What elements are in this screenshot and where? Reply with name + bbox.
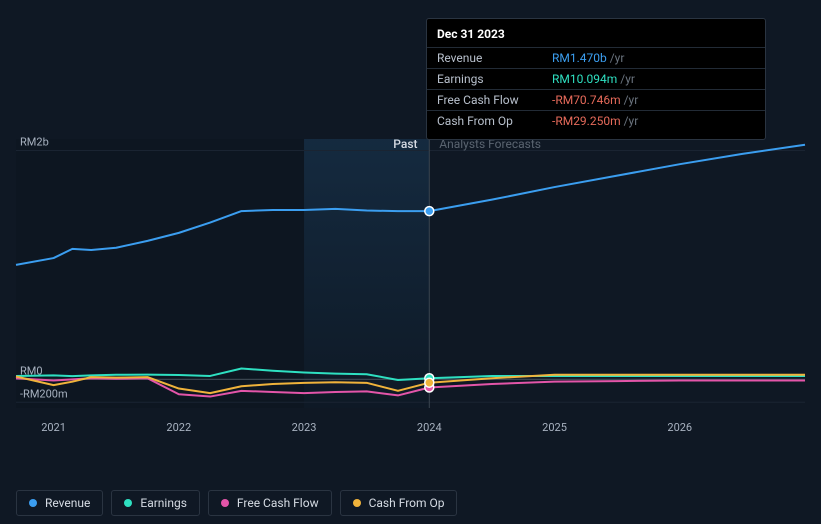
- x-tick-label: 2021: [41, 421, 66, 434]
- tooltip-unit: /yr: [620, 72, 635, 86]
- legend-dot-icon: [124, 499, 132, 507]
- x-tick-label: 2025: [542, 421, 567, 434]
- tooltip-key: Revenue: [427, 48, 542, 69]
- legend-item-fcf[interactable]: Free Cash Flow: [208, 490, 332, 516]
- data-tooltip: Dec 31 2023 Revenue RM1.470b /yrEarnings…: [426, 18, 766, 140]
- tooltip-unit: /yr: [624, 114, 639, 128]
- legend-item-cfo[interactable]: Cash From Op: [340, 490, 458, 516]
- tooltip-value: RM10.094m /yr: [542, 69, 765, 90]
- tooltip-value: -RM70.746m /yr: [542, 90, 765, 111]
- chart-svg: [16, 131, 805, 416]
- legend-label: Cash From Op: [369, 496, 445, 510]
- legend-item-revenue[interactable]: Revenue: [16, 490, 103, 516]
- past-section-label: Past: [393, 137, 417, 151]
- y-tick-label: -RM200m: [20, 388, 68, 401]
- x-tick-label: 2024: [417, 421, 442, 434]
- tooltip-value: -RM29.250m /yr: [542, 111, 765, 132]
- legend-item-earnings[interactable]: Earnings: [111, 490, 200, 516]
- tooltip-row: Earnings RM10.094m /yr: [427, 69, 765, 90]
- legend-label: Free Cash Flow: [237, 496, 319, 510]
- tooltip-table: Revenue RM1.470b /yrEarnings RM10.094m /…: [427, 47, 765, 131]
- tooltip-unit: /yr: [624, 93, 639, 107]
- y-tick-label: RM2b: [20, 136, 49, 149]
- legend-label: Earnings: [140, 496, 187, 510]
- legend-dot-icon: [29, 499, 37, 507]
- plot-area[interactable]: [16, 131, 805, 416]
- tooltip-key: Cash From Op: [427, 111, 542, 132]
- legend-dot-icon: [353, 499, 361, 507]
- y-tick-label: RM0: [20, 365, 43, 378]
- tooltip-row: Revenue RM1.470b /yr: [427, 48, 765, 69]
- legend-label: Revenue: [45, 496, 90, 510]
- x-tick-label: 2026: [667, 421, 692, 434]
- legend-dot-icon: [221, 499, 229, 507]
- tooltip-date: Dec 31 2023: [427, 27, 765, 47]
- legend: Revenue Earnings Free Cash Flow Cash From O…: [16, 490, 457, 516]
- x-tick-label: 2023: [292, 421, 317, 434]
- tooltip-key: Free Cash Flow: [427, 90, 542, 111]
- tooltip-key: Earnings: [427, 69, 542, 90]
- tooltip-row: Cash From Op -RM29.250m /yr: [427, 111, 765, 132]
- tooltip-value: RM1.470b /yr: [542, 48, 765, 69]
- tooltip-unit: /yr: [610, 51, 625, 65]
- tooltip-row: Free Cash Flow -RM70.746m /yr: [427, 90, 765, 111]
- x-tick-label: 2022: [166, 421, 191, 434]
